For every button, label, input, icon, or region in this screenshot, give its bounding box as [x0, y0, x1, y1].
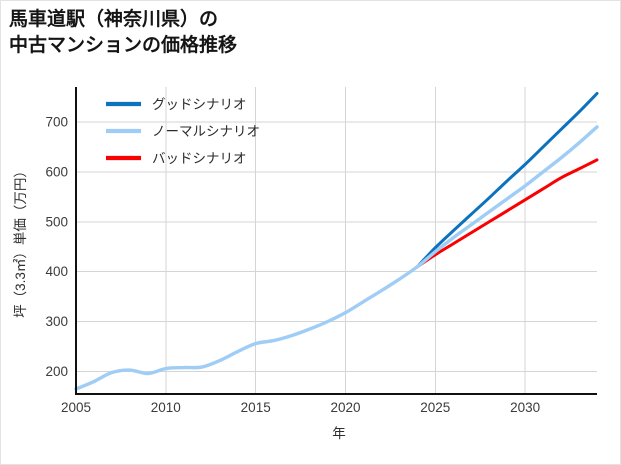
y-tick-label: 300	[45, 314, 68, 329]
y-tick-labels: 200 300 400 500 600 700	[45, 114, 68, 379]
x-tick-label: 2005	[61, 400, 91, 415]
y-tick-label: 500	[45, 214, 68, 229]
x-tick-label: 2010	[151, 400, 181, 415]
series-lines	[74, 91, 599, 391]
y-tick-label: 700	[45, 114, 68, 129]
axis-lines	[75, 87, 597, 395]
legend-label-bad: バッドシナリオ	[152, 151, 247, 166]
page-title: 馬車道駅（神奈川県）の 中古マンションの価格推移	[9, 9, 238, 56]
x-tick-labels: 2005 2010 2015 2020 2025 2030	[61, 400, 540, 415]
x-axis-title: 年	[332, 426, 346, 441]
x-tick-label: 2020	[330, 400, 360, 415]
y-tick-label: 400	[45, 264, 68, 279]
legend-label-good: グッドシナリオ	[152, 97, 247, 112]
series-line-bad	[415, 158, 599, 269]
y-tick-label: 200	[45, 364, 68, 379]
x-tick-label: 2015	[241, 400, 271, 415]
y-axis-title: 坪（3.3㎡）単価（万円）	[13, 164, 28, 318]
x-tick-label: 2030	[510, 400, 540, 415]
y-tick-label: 600	[45, 164, 68, 179]
series-line-good	[415, 91, 599, 269]
x-tick-label: 2025	[420, 400, 450, 415]
series-line-normal	[74, 125, 599, 391]
legend-label-normal: ノーマルシナリオ	[152, 124, 260, 139]
